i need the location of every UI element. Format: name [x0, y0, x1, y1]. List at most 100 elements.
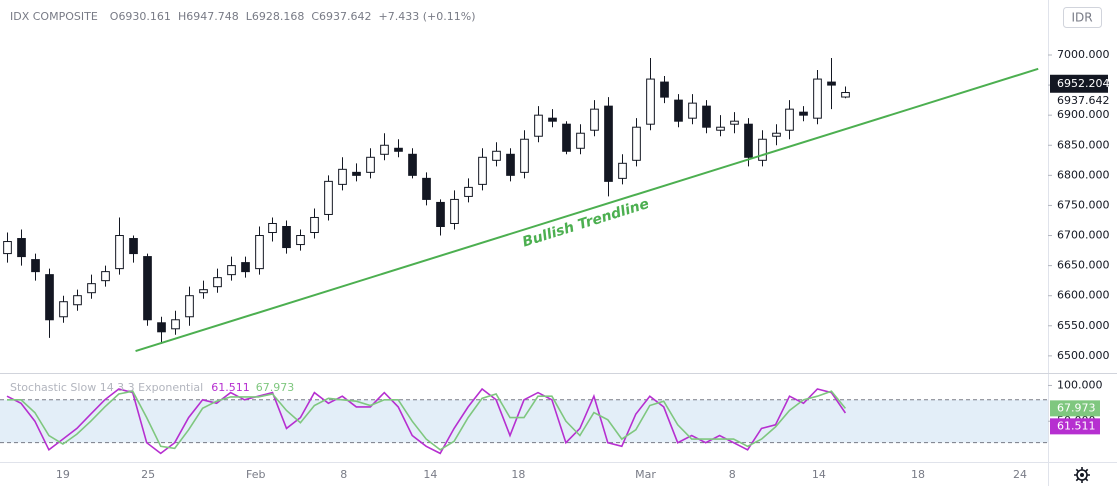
- x-tick-label: 19: [56, 468, 70, 481]
- candle-body: [799, 111, 808, 116]
- indicator-badge-label: 67.973: [1057, 401, 1096, 414]
- candle-body: [785, 108, 794, 131]
- candle-body: [506, 153, 515, 176]
- y-tick-label: 6650.000: [1057, 259, 1110, 272]
- candle-body: [730, 120, 739, 125]
- indicator-title: Stochastic Slow 14 3 3 Exponential: [10, 381, 203, 394]
- ohlc-value: 6930.161: [118, 10, 171, 23]
- candle-body: [478, 156, 487, 185]
- candle-body: [632, 126, 641, 161]
- currency-button[interactable]: [1063, 7, 1102, 28]
- candle-body: [296, 235, 305, 246]
- candle-body: [492, 150, 501, 161]
- stochastic-line: [6, 387, 847, 455]
- candle-body: [45, 274, 54, 321]
- candle-body: [422, 177, 431, 200]
- candle-body: [660, 81, 669, 98]
- candle-body: [674, 99, 683, 122]
- candle-body: [3, 241, 12, 255]
- candle-body: [744, 123, 753, 158]
- y-tick-label: 6600.000: [1057, 289, 1110, 302]
- y-tick-label: 6550.000: [1057, 319, 1110, 332]
- candle-body: [520, 138, 529, 173]
- candle-body: [548, 117, 557, 122]
- candle-body: [241, 262, 250, 273]
- candle-body: [618, 162, 627, 179]
- y-tick-label: 6800.000: [1057, 168, 1110, 181]
- candle-body: [380, 144, 389, 155]
- ohlc-value: 6937.642: [319, 10, 372, 23]
- candle-body: [213, 277, 222, 288]
- candle-body: [31, 259, 40, 273]
- candle-body: [171, 319, 180, 330]
- ohlc-value: 6928.168: [252, 10, 305, 23]
- candle-body: [702, 105, 711, 128]
- x-tick-label: Feb: [246, 468, 265, 481]
- y-tick-label: 100.000: [1057, 378, 1103, 391]
- candle-body: [436, 201, 445, 227]
- candle-body: [772, 132, 781, 137]
- candle-body: [758, 138, 767, 161]
- candle-body: [562, 123, 571, 152]
- candle-body: [59, 301, 68, 318]
- candle-body: [604, 105, 613, 182]
- candle-body: [129, 238, 138, 255]
- x-tick-label: 8: [340, 468, 347, 481]
- candle-body: [576, 132, 585, 149]
- plot-area: 6500.000 6550.000 6600.000 6650.000 6700.000…: [0, 48, 1110, 481]
- price-marker-label: 6952.204: [1057, 77, 1110, 90]
- ohlc-value: 6947.748: [186, 10, 239, 23]
- currency-label[interactable]: IDR: [1071, 11, 1092, 25]
- x-tick-label: 14: [812, 468, 826, 481]
- x-tick-label: 18: [511, 468, 525, 481]
- candle-body: [338, 168, 347, 185]
- candle-body: [227, 265, 236, 276]
- ohlc-letter: O: [110, 10, 119, 23]
- y-tick-label: 6700.000: [1057, 229, 1110, 242]
- candle-body: [185, 295, 194, 318]
- header: IDX COMPOSITE O 6930.161 H 6947.748 L 6928.168…: [10, 10, 476, 23]
- ohlc-letter: H: [178, 10, 186, 23]
- settings-icon[interactable]: [1074, 467, 1090, 483]
- candle-body: [590, 108, 599, 131]
- candle-body: [646, 78, 655, 125]
- x-tick-label: Mar: [635, 468, 656, 481]
- x-tick-label: 14: [423, 468, 437, 481]
- y-tick-label: 7000.000: [1057, 48, 1110, 61]
- candle-body: [352, 171, 361, 176]
- candle-body: [716, 126, 725, 131]
- x-tick-label: 8: [729, 468, 736, 481]
- candle-body: [73, 295, 82, 306]
- trendline: [135, 67, 1039, 353]
- ohlc-letter: C: [311, 10, 319, 23]
- x-tick-label: 18: [911, 468, 925, 481]
- candle-body: [157, 322, 166, 333]
- x-tick-label: 24: [1013, 468, 1027, 481]
- candle-body: [408, 153, 417, 176]
- candle-body: [366, 156, 375, 173]
- candle-body: [394, 147, 403, 152]
- candle-body: [310, 216, 319, 234]
- candle-body: [87, 283, 96, 294]
- candle-body: [17, 238, 26, 258]
- y-tick-label: 6500.000: [1057, 349, 1110, 362]
- indicator-value: 61.511: [211, 381, 250, 394]
- y-tick-label: 6850.000: [1057, 138, 1110, 151]
- y-tick-label: 6750.000: [1057, 198, 1110, 211]
- candle-body: [688, 102, 697, 119]
- candle-body: [282, 225, 291, 249]
- candle-body: [255, 235, 264, 270]
- symbol: IDX COMPOSITE: [10, 10, 98, 23]
- x-tick-label: 25: [141, 468, 155, 481]
- price-marker-badge: [1050, 74, 1108, 93]
- candle-body: [199, 289, 208, 294]
- indicator-badge-label: 61.511: [1057, 419, 1096, 432]
- last-price-label: 6937.642: [1057, 94, 1110, 107]
- candle-body: [464, 186, 473, 197]
- indicator-value: 67.973: [256, 381, 295, 394]
- candle-body: [813, 78, 822, 119]
- candle-body: [841, 92, 850, 98]
- candle-body: [268, 222, 277, 234]
